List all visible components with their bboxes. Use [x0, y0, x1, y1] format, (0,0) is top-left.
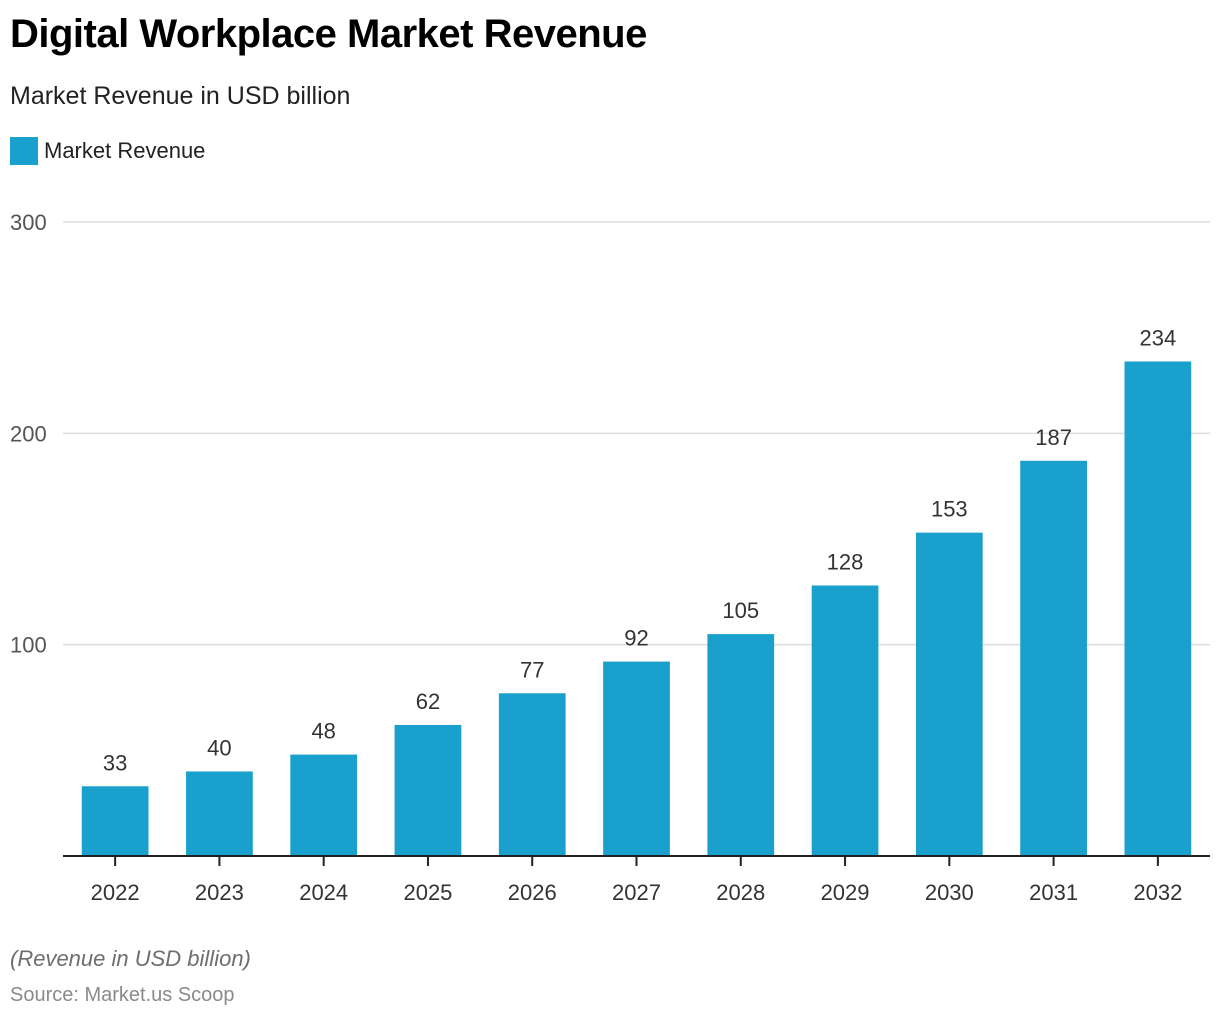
value-label: 234	[1140, 325, 1177, 350]
bars	[81, 361, 1192, 856]
x-tick-label: 2025	[403, 880, 452, 905]
value-label: 62	[416, 689, 440, 714]
value-label: 128	[827, 549, 864, 574]
x-tick-label: 2026	[508, 880, 557, 905]
value-label: 77	[520, 657, 544, 682]
chart-subtitle: Market Revenue in USD billion	[10, 82, 351, 110]
source-text: Source: Market.us Scoop	[10, 984, 235, 1006]
y-tick-label: 200	[10, 421, 47, 446]
x-tick-label: 2022	[91, 880, 140, 905]
x-tick-label: 2023	[195, 880, 244, 905]
legend-label: Market Revenue	[44, 138, 206, 163]
y-axis-ticks: 100 200 300	[10, 210, 47, 658]
bar	[915, 532, 983, 856]
value-label: 153	[931, 497, 968, 522]
bar	[707, 634, 775, 856]
value-label: 40	[207, 735, 231, 760]
legend-swatch	[10, 137, 38, 165]
value-label: 33	[103, 750, 127, 775]
bar	[1124, 361, 1192, 856]
x-tick-label: 2031	[1029, 880, 1078, 905]
x-axis: 2022 2023 2024 2025 2026 2027 2028 2029 2030 2031…	[63, 855, 1210, 905]
x-tick-label: 2027	[612, 880, 661, 905]
x-tick-label: 2032	[1133, 880, 1182, 905]
chart-title: Digital Workplace Market Revenue	[10, 12, 647, 56]
bar	[498, 693, 566, 856]
value-label: 187	[1035, 425, 1072, 450]
value-label: 92	[624, 626, 648, 651]
value-label: 105	[722, 598, 759, 623]
bar	[1020, 460, 1087, 856]
bar	[394, 724, 462, 856]
bar	[290, 754, 358, 856]
value-labels: 33 40 48 62 77 92 105 128 153 187 234	[103, 325, 1176, 775]
gridlines	[63, 221, 1210, 646]
bar	[81, 786, 149, 856]
bar	[186, 771, 253, 856]
value-label: 48	[311, 719, 335, 744]
x-tick-label: 2029	[821, 880, 870, 905]
x-tick-label: 2024	[299, 880, 348, 905]
x-tick-label: 2028	[716, 880, 765, 905]
bar	[603, 661, 670, 856]
legend: Market Revenue	[10, 137, 205, 165]
bar	[811, 585, 879, 856]
y-tick-label: 100	[10, 633, 47, 658]
footnote: (Revenue in USD billion)	[10, 946, 251, 971]
x-tick-label: 2030	[925, 880, 974, 905]
y-tick-label: 300	[10, 210, 47, 235]
